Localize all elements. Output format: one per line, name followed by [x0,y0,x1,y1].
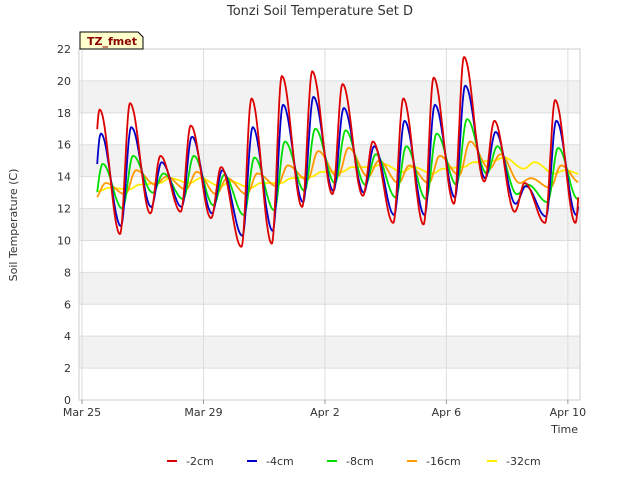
y-tick-label: 10 [57,234,71,247]
legend: -2cm -4cm -8cm -16cm -32cm [167,455,541,468]
x-axis-ticks: Mar 25 Mar 29 Apr 2 Apr 6 Apr 10 [63,400,586,419]
y-tick-label: 16 [57,139,71,152]
background-band [79,208,580,241]
y-axis-label: Soil Temperature (C) [7,169,20,282]
background-band [79,49,580,81]
series-line-minus-2cm [96,56,580,248]
legend-item: -32cm [487,455,541,468]
y-tick-label: 18 [57,107,71,120]
background-band [79,80,580,113]
legend-label: -16cm [426,455,461,468]
legend-label: -8cm [346,455,374,468]
y-tick-label: 4 [64,330,71,343]
chart-title: Tonzi Soil Temperature Set D [226,4,413,19]
legend-label: -2cm [186,455,214,468]
y-tick-label: 6 [64,298,71,311]
series-layer [96,56,580,248]
background-band [79,368,580,400]
y-tick-label: 0 [64,394,71,407]
plot-area-border [78,48,581,401]
y-axis-ticks: 0 2 4 6 8 10 12 14 16 18 20 22 [57,43,71,407]
x-tick-label: Mar 25 [63,406,101,419]
y-tick-label: 2 [64,362,71,375]
legend-item: -8cm [327,455,374,468]
x-axis-label: Time [550,423,578,436]
y-tick-label: 8 [64,266,71,279]
background-band [79,240,580,273]
series-line-minus-8cm [96,118,579,216]
tz-fmet-badge: TZ_fmet [79,31,144,50]
y-tick-label: 14 [57,171,71,184]
y-tick-label: 20 [57,75,71,88]
x-tick-label: Apr 6 [432,406,462,419]
background-band [79,112,580,145]
background-band [79,272,580,305]
background-band [79,336,580,369]
legend-label: -32cm [506,455,541,468]
tz-fmet-badge-label: TZ_fmet [87,35,137,48]
legend-item: -4cm [247,455,294,468]
y-tick-label: 12 [57,203,71,216]
legend-label: -4cm [266,455,294,468]
x-tick-label: Mar 29 [184,406,222,419]
background-band [79,304,580,337]
legend-item: -16cm [407,455,461,468]
x-tick-label: Apr 10 [550,406,587,419]
y-tick-label: 22 [57,43,71,56]
plot-background-bands [79,49,580,400]
series-line-minus-4cm [96,84,580,237]
x-tick-label: Apr 2 [310,406,340,419]
legend-item: -2cm [167,455,214,468]
